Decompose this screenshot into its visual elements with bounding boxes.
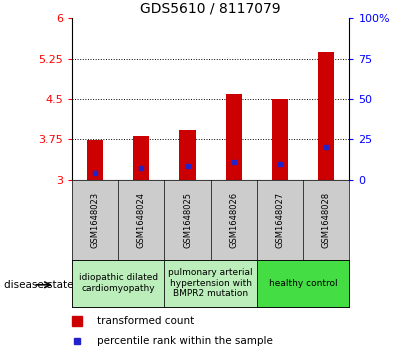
Bar [226, 94, 242, 180]
Text: GSM1648025: GSM1648025 [183, 192, 192, 248]
Text: healthy control: healthy control [269, 279, 337, 287]
Text: GSM1648023: GSM1648023 [90, 192, 99, 248]
Text: transformed count: transformed count [97, 316, 194, 326]
Title: GDS5610 / 8117079: GDS5610 / 8117079 [140, 1, 281, 16]
Bar [72, 260, 164, 307]
Text: pulmonary arterial
hypertension with
BMPR2 mutation: pulmonary arterial hypertension with BMP… [169, 268, 253, 298]
Bar [272, 99, 288, 180]
Bar [87, 140, 103, 180]
Bar [164, 260, 257, 307]
Text: GSM1648028: GSM1648028 [322, 192, 331, 248]
Bar [257, 260, 349, 307]
Text: percentile rank within the sample: percentile rank within the sample [97, 336, 273, 346]
Text: GSM1648024: GSM1648024 [137, 192, 146, 248]
Text: GSM1648027: GSM1648027 [275, 192, 284, 248]
Bar [180, 130, 196, 180]
Text: idiopathic dilated
cardiomyopathy: idiopathic dilated cardiomyopathy [79, 273, 158, 293]
Bar [318, 52, 334, 180]
Text: GSM1648026: GSM1648026 [229, 192, 238, 248]
Bar [133, 135, 149, 180]
Text: disease state: disease state [4, 281, 74, 290]
